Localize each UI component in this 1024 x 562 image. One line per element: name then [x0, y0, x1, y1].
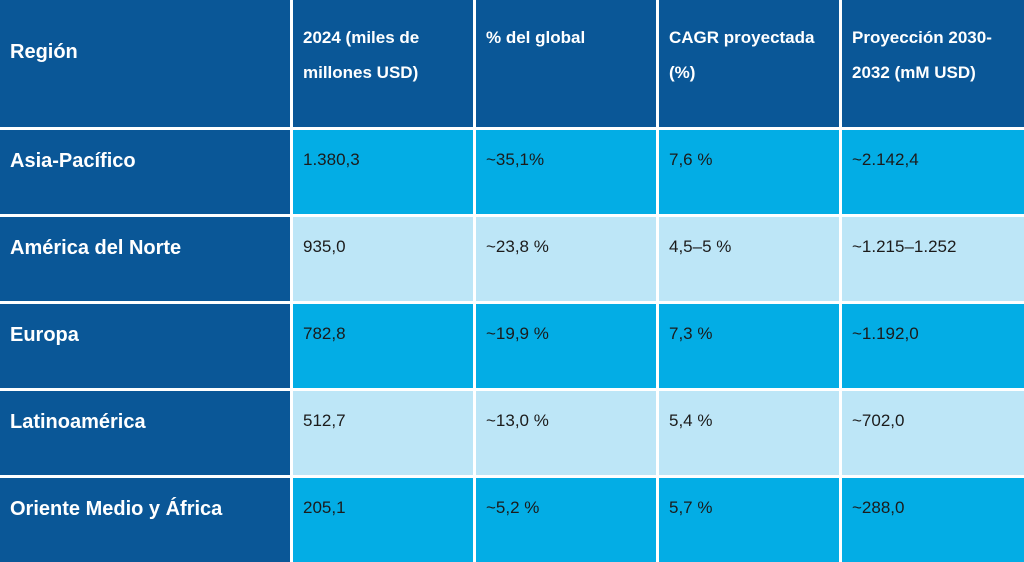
table-cell-projection: ~702,0: [842, 391, 1024, 475]
table-cell-2024: 1.380,3: [293, 130, 473, 214]
table-cell-share: ~19,9 %: [476, 304, 656, 388]
table-cell-cagr: 5,7 %: [659, 478, 839, 562]
table-cell-cagr: 4,5–5 %: [659, 217, 839, 301]
header-2024-value: 2024 (miles de millones USD): [293, 0, 473, 127]
table-cell-share: ~23,8 %: [476, 217, 656, 301]
table-cell-2024: 935,0: [293, 217, 473, 301]
table-cell-2024: 512,7: [293, 391, 473, 475]
header-region: Región: [0, 0, 290, 127]
table-cell-projection: ~2.142,4: [842, 130, 1024, 214]
header-projection: Proyección 2030-2032 (mM USD): [842, 0, 1024, 127]
table-cell-cagr: 7,6 %: [659, 130, 839, 214]
table-cell-share: ~35,1%: [476, 130, 656, 214]
table-cell-share: ~5,2 %: [476, 478, 656, 562]
table-cell-projection: ~288,0: [842, 478, 1024, 562]
table-row-region: Oriente Medio y África: [0, 478, 290, 562]
table-row-region: Latinoamérica: [0, 391, 290, 475]
header-global-share: % del global: [476, 0, 656, 127]
table-cell-cagr: 7,3 %: [659, 304, 839, 388]
table-row-region: Asia-Pacífico: [0, 130, 290, 214]
table-cell-projection: ~1.192,0: [842, 304, 1024, 388]
header-cagr: CAGR proyectada (%): [659, 0, 839, 127]
table-cell-2024: 205,1: [293, 478, 473, 562]
table-cell-projection: ~1.215–1.252: [842, 217, 1024, 301]
table-row-region: Europa: [0, 304, 290, 388]
table-cell-2024: 782,8: [293, 304, 473, 388]
table-cell-share: ~13,0 %: [476, 391, 656, 475]
table-row-region: América del Norte: [0, 217, 290, 301]
table-cell-cagr: 5,4 %: [659, 391, 839, 475]
